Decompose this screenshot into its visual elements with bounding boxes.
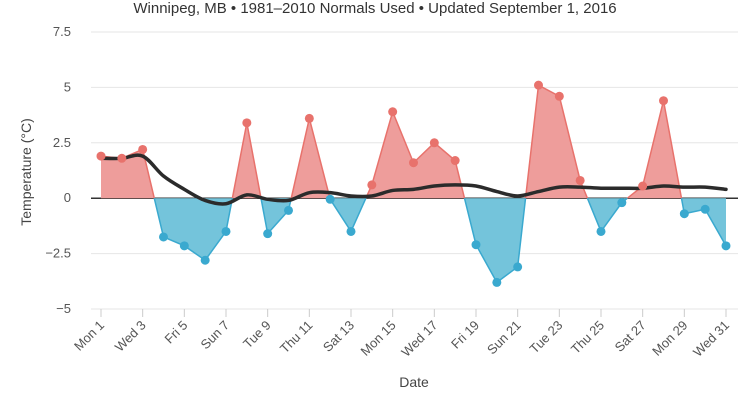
y-tick-label: 2.5	[53, 135, 71, 150]
x-axis-ticks: Mon 1 Wed 3 Fri 5 Sun 7 Tue 9 Thu 11 Sat 13 Mon…	[71, 309, 732, 360]
x-tick-label: Fri 19	[448, 318, 482, 352]
data-point	[596, 226, 606, 236]
below-normal-area	[587, 198, 628, 232]
x-tick-label: Tue 23	[527, 318, 566, 357]
data-point	[179, 241, 189, 251]
data-point	[450, 156, 460, 166]
data-points	[96, 80, 731, 287]
data-point	[679, 209, 689, 219]
data-point	[659, 96, 668, 106]
x-tick-label: Sat 27	[612, 318, 649, 355]
y-tick-label: −2.5	[45, 246, 71, 261]
data-point	[304, 113, 314, 123]
x-tick-label: Mon 29	[649, 318, 690, 359]
above-normal-area	[525, 85, 588, 199]
data-point	[117, 153, 127, 163]
y-axis-title: Temperature (°C)	[18, 118, 34, 226]
x-tick-label: Sun 21	[484, 318, 524, 358]
below-normal-line	[153, 198, 234, 262]
data-point	[200, 255, 210, 265]
x-tick-label: Thu 11	[277, 318, 316, 357]
data-point	[409, 158, 418, 168]
below-normal-area	[681, 198, 726, 246]
x-tick-label: Fri 5	[161, 318, 190, 347]
y-tick-label: 0	[64, 190, 71, 205]
data-point	[388, 107, 398, 117]
data-point	[492, 277, 502, 287]
data-point	[575, 175, 585, 185]
x-tick-label: Thu 25	[568, 318, 607, 357]
x-tick-label: Wed 3	[112, 318, 149, 355]
below-normal-area	[154, 198, 233, 261]
data-point	[534, 80, 543, 90]
y-tick-label: 5	[64, 79, 71, 94]
data-point	[700, 204, 710, 214]
x-tick-label: Mon 1	[71, 318, 107, 354]
x-tick-label: Wed 17	[398, 318, 440, 360]
below-normal-area	[261, 198, 292, 234]
trend-line	[99, 153, 728, 206]
data-point	[429, 138, 439, 148]
above-normal-area	[291, 118, 330, 199]
data-point	[721, 241, 731, 251]
data-point	[325, 194, 335, 204]
data-point	[263, 229, 273, 239]
data-point	[221, 226, 231, 236]
above-normal-line	[626, 100, 683, 199]
data-point	[471, 240, 481, 250]
data-point	[638, 181, 648, 191]
above-normal-area	[627, 100, 682, 199]
below-normal-line	[680, 198, 727, 247]
above-normal-area	[365, 111, 465, 199]
trend-line-group	[99, 153, 728, 206]
data-point	[159, 232, 168, 242]
data-point	[242, 118, 252, 128]
x-tick-label: Mon 15	[358, 318, 399, 359]
x-tick-label: Sun 7	[197, 318, 232, 353]
data-point	[96, 151, 106, 161]
y-tick-label: 7.5	[53, 24, 71, 39]
chart-subtitle: Winnipeg, MB • 1981–2010 Normals Used • …	[133, 0, 616, 17]
x-axis-title: Date	[399, 374, 429, 390]
below-normal-area	[329, 198, 366, 232]
data-point	[346, 226, 356, 236]
data-point	[617, 198, 627, 208]
y-tick-label: −5	[56, 301, 71, 316]
x-tick-label: Tue 9	[240, 318, 274, 352]
data-point	[284, 205, 293, 215]
x-tick-label: Wed 31	[690, 318, 732, 360]
y-axis-ticks: −5 −2.5 0 2.5 5 7.5	[45, 24, 71, 316]
below-normal-line	[260, 198, 292, 236]
data-point	[367, 180, 377, 190]
data-point	[513, 262, 523, 272]
data-point	[138, 144, 148, 154]
x-tick-label: Sat 13	[320, 318, 357, 355]
above-normal-area	[232, 122, 261, 199]
above-normal-area	[101, 149, 155, 199]
below-normal-area	[464, 198, 526, 283]
data-point	[554, 91, 564, 101]
